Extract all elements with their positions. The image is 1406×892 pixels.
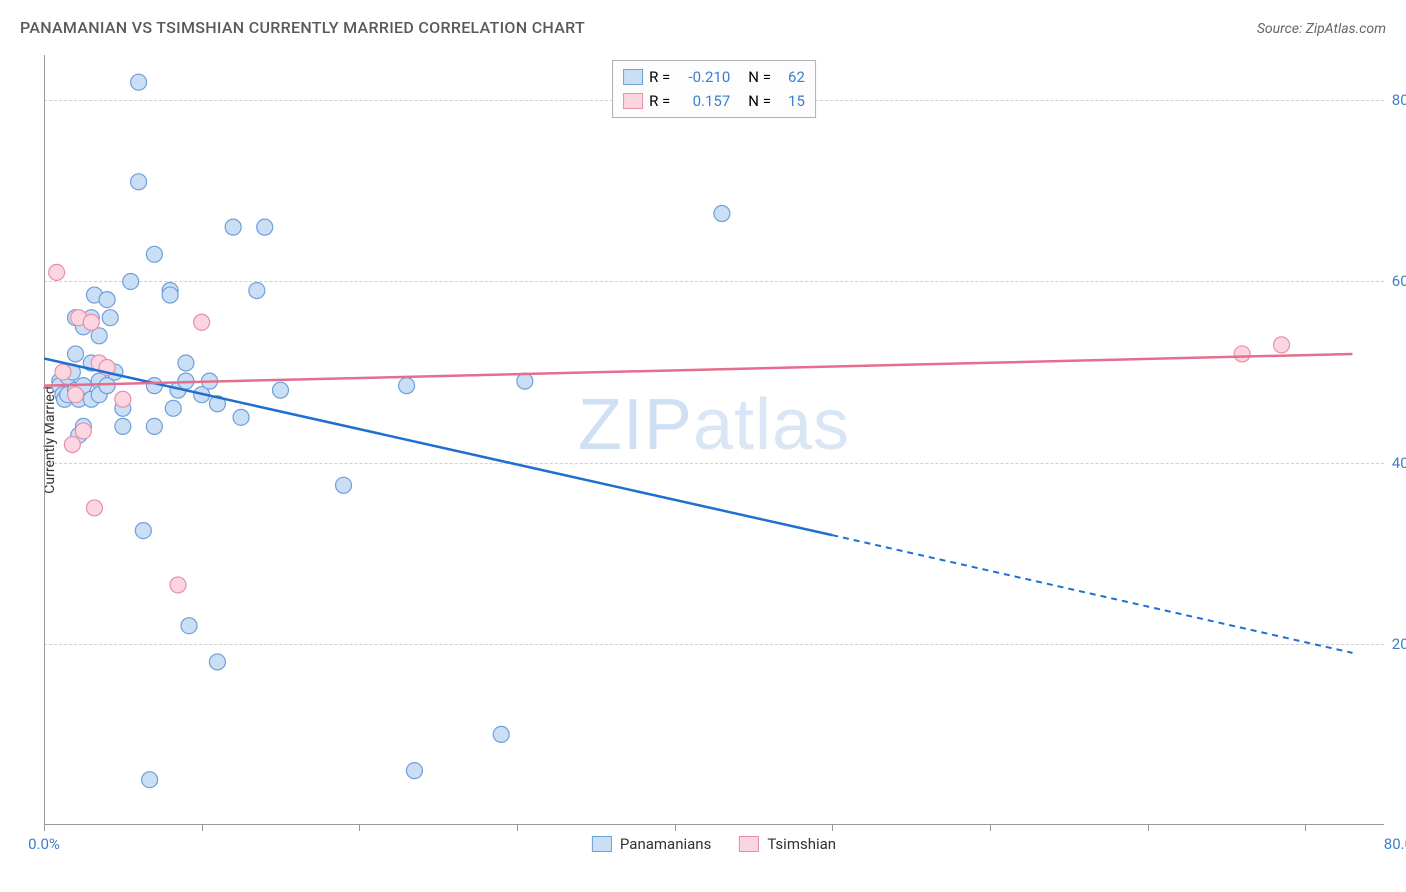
x-tick-mark bbox=[202, 825, 203, 831]
scatter-point bbox=[209, 654, 225, 670]
y-tick-label: 20.0% bbox=[1392, 635, 1406, 653]
legend-swatch bbox=[623, 93, 643, 109]
legend-series: Panamanians Tsimshian bbox=[592, 835, 836, 853]
scatter-point bbox=[1274, 337, 1290, 353]
scatter-point bbox=[165, 400, 181, 416]
scatter-point bbox=[131, 74, 147, 90]
scatter-point bbox=[55, 364, 71, 380]
legend-correlation: R = -0.210 N = 62 R = 0.157 N = 15 bbox=[612, 60, 816, 118]
x-tick-mark bbox=[359, 825, 360, 831]
scatter-point bbox=[68, 387, 84, 403]
scatter-point bbox=[115, 391, 131, 407]
scatter-point bbox=[1234, 346, 1250, 362]
scatter-point bbox=[135, 523, 151, 539]
scatter-point bbox=[225, 219, 241, 235]
scatter-point bbox=[406, 763, 422, 779]
scatter-point bbox=[142, 772, 158, 788]
scatter-point bbox=[102, 310, 118, 326]
scatter-point bbox=[399, 378, 415, 394]
chart-area: Currently Married ZIPatlas R =-0.210N =6… bbox=[44, 55, 1384, 825]
legend-r-label: R = bbox=[649, 65, 670, 89]
scatter-point bbox=[336, 477, 352, 493]
x-tick-mark bbox=[44, 825, 45, 831]
x-tick-mark bbox=[990, 825, 991, 831]
chart-title: PANAMANIAN VS TSIMSHIAN CURRENTLY MARRIE… bbox=[20, 18, 585, 37]
regression-line bbox=[44, 354, 1352, 386]
scatter-point bbox=[146, 418, 162, 434]
scatter-point bbox=[115, 418, 131, 434]
legend-r-value: -0.210 bbox=[676, 65, 730, 89]
scatter-point bbox=[64, 437, 80, 453]
y-tick-label: 60.0% bbox=[1392, 272, 1406, 290]
scatter-point bbox=[257, 219, 273, 235]
x-axis-min-label: 0.0% bbox=[28, 835, 60, 853]
chart-source: Source: ZipAtlas.com bbox=[1257, 21, 1386, 37]
x-tick-mark bbox=[675, 825, 676, 831]
legend-n-label: N = bbox=[748, 65, 771, 89]
x-tick-mark bbox=[832, 825, 833, 831]
regression-line bbox=[44, 358, 832, 535]
legend-series-item: Tsimshian bbox=[739, 835, 836, 853]
legend-n-value: 62 bbox=[777, 65, 805, 89]
scatter-point bbox=[178, 355, 194, 371]
scatter-point bbox=[99, 292, 115, 308]
legend-series-label: Panamanians bbox=[620, 835, 711, 853]
scatter-point bbox=[131, 174, 147, 190]
scatter-point bbox=[170, 577, 186, 593]
scatter-point bbox=[75, 423, 91, 439]
legend-r-value: 0.157 bbox=[676, 89, 730, 113]
legend-n-value: 15 bbox=[777, 89, 805, 113]
scatter-point bbox=[86, 500, 102, 516]
legend-n-label: N = bbox=[748, 89, 771, 113]
scatter-point bbox=[233, 409, 249, 425]
y-tick-label: 40.0% bbox=[1392, 454, 1406, 472]
legend-correlation-row: R = -0.210 N = 62 bbox=[623, 65, 805, 89]
legend-swatch bbox=[739, 836, 759, 852]
x-tick-mark bbox=[517, 825, 518, 831]
scatter-point bbox=[272, 382, 288, 398]
legend-series-item: Panamanians bbox=[592, 835, 711, 853]
scatter-point bbox=[146, 246, 162, 262]
scatter-point bbox=[49, 264, 65, 280]
x-tick-mark bbox=[1148, 825, 1149, 831]
regression-line-extrapolated bbox=[832, 535, 1352, 653]
scatter-point bbox=[493, 726, 509, 742]
scatter-point bbox=[714, 206, 730, 222]
legend-correlation-row: R = 0.157 N = 15 bbox=[623, 89, 805, 113]
x-tick-mark bbox=[1305, 825, 1306, 831]
y-tick-label: 80.0% bbox=[1392, 91, 1406, 109]
chart-header: PANAMANIAN VS TSIMSHIAN CURRENTLY MARRIE… bbox=[20, 18, 1386, 37]
legend-r-label: R = bbox=[649, 89, 670, 113]
legend-series-label: Tsimshian bbox=[767, 835, 836, 853]
scatter-point bbox=[194, 314, 210, 330]
scatter-point bbox=[517, 373, 533, 389]
legend-swatch bbox=[623, 69, 643, 85]
plot-svg bbox=[44, 55, 1384, 825]
scatter-point bbox=[181, 618, 197, 634]
scatter-point bbox=[68, 346, 84, 362]
scatter-point bbox=[123, 273, 139, 289]
legend-swatch bbox=[592, 836, 612, 852]
x-axis-max-label: 80.0% bbox=[1384, 835, 1406, 853]
scatter-point bbox=[162, 287, 178, 303]
scatter-point bbox=[249, 283, 265, 299]
scatter-point bbox=[83, 314, 99, 330]
